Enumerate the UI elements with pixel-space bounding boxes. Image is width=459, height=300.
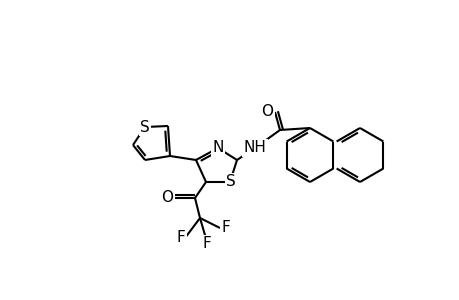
Text: NH: NH (243, 140, 266, 155)
Text: N: N (212, 140, 223, 155)
Text: F: F (221, 220, 230, 236)
Text: S: S (226, 175, 235, 190)
Text: O: O (161, 190, 173, 206)
Text: S: S (140, 119, 150, 134)
Text: F: F (202, 236, 211, 251)
Text: O: O (260, 104, 272, 119)
Text: F: F (176, 230, 185, 245)
